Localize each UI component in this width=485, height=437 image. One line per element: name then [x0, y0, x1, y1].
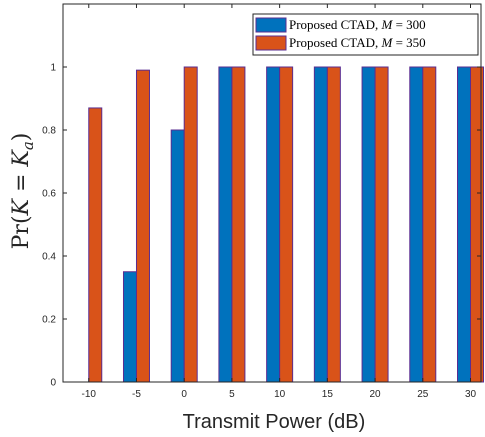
x-tick-label: 20: [370, 389, 382, 400]
x-tick-label: -5: [132, 389, 141, 400]
bar-series2-30: [470, 66, 485, 383]
bar-series2-0: [183, 66, 198, 383]
legend-swatch-2: [255, 35, 287, 51]
y-tick-label: 0: [50, 378, 56, 389]
bar-series2-25: [422, 66, 437, 383]
legend-swatch-1: [255, 17, 287, 33]
y-tick-label: 0.8: [42, 126, 56, 137]
x-axis-label: Transmit Power (dB): [183, 411, 366, 433]
bar-series1-0: [170, 129, 185, 383]
bar-series2-5: [231, 66, 246, 383]
y-axis-label: Pr(K = Ka): [9, 133, 37, 250]
legend-label-2: Proposed CTAD, M = 350: [289, 35, 426, 50]
bar-series1-25: [409, 66, 424, 383]
x-tick-label: -10: [82, 389, 97, 400]
x-tick-label: 15: [322, 389, 334, 400]
bar-series2--5: [135, 69, 150, 383]
bar-series2-20: [374, 66, 389, 383]
x-tick-label: 30: [465, 389, 477, 400]
bar-series2-10: [279, 66, 294, 383]
y-axis-ticks: 0 0.2 0.4 0.6 0.8 1: [42, 63, 481, 389]
y-tick-label: 0.2: [42, 315, 56, 326]
bar-series1-30: [457, 66, 472, 383]
y-tick-label: 1: [50, 63, 56, 74]
bar-series1-5: [218, 66, 233, 383]
legend-label-1: Proposed CTAD, M = 300: [289, 17, 426, 32]
plot-area: [62, 3, 485, 383]
x-tick-label: 25: [417, 389, 429, 400]
bar-series2--10: [88, 107, 103, 383]
x-tick-label: 10: [274, 389, 286, 400]
bar-series2-15: [326, 66, 341, 383]
x-tick-label: 5: [229, 389, 235, 400]
x-axis-ticks: -10 -5 0 5 10 15 20 25 30: [82, 4, 477, 400]
x-tick-label: 0: [181, 389, 187, 400]
bar-series1-20: [361, 66, 376, 383]
y-tick-label: 0.4: [42, 252, 56, 263]
bar-series1-10: [266, 66, 281, 383]
legend: Proposed CTAD, M = 300 Proposed CTAD, M =…: [252, 13, 479, 56]
bar-series1-15: [313, 66, 328, 383]
bar-series1--5: [122, 271, 137, 383]
y-tick-label: 0.6: [42, 189, 56, 200]
legend-box: [252, 13, 479, 56]
